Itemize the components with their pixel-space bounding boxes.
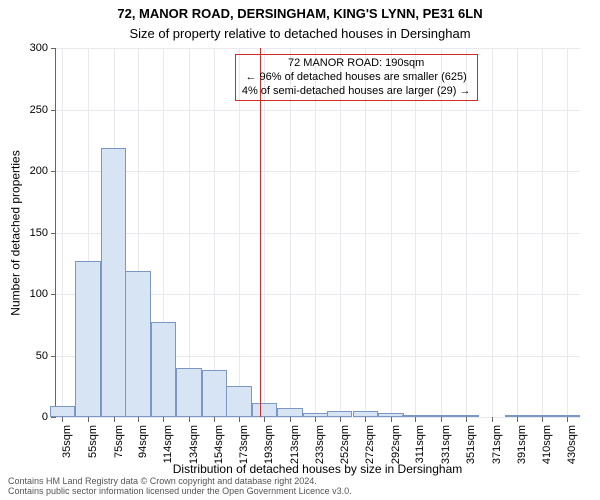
histogram-bar — [101, 148, 127, 417]
x-tick — [138, 417, 139, 422]
y-tick-label: 200 — [8, 165, 48, 177]
footer-line-2: Contains public sector information licen… — [8, 486, 352, 496]
annotation-box: 72 MANOR ROAD: 190sqm← 96% of detached h… — [235, 54, 478, 101]
histogram-bar — [50, 406, 76, 417]
gridline-horizontal — [56, 417, 580, 418]
x-tick — [88, 417, 89, 422]
y-tick-label: 100 — [8, 288, 48, 300]
x-tick — [517, 417, 518, 422]
gridline-horizontal — [56, 110, 580, 111]
gridline-horizontal — [56, 171, 580, 172]
histogram-bar — [303, 413, 329, 417]
x-tick — [290, 417, 291, 422]
gridline-horizontal — [56, 233, 580, 234]
y-tick — [51, 48, 56, 49]
histogram-bar — [529, 415, 555, 417]
x-tick — [214, 417, 215, 422]
histogram-bar — [453, 415, 479, 417]
x-tick — [365, 417, 366, 422]
gridline-vertical — [517, 48, 518, 417]
histogram-bar — [554, 415, 580, 417]
x-tick — [441, 417, 442, 422]
y-tick-label: 250 — [8, 104, 48, 116]
y-tick — [51, 356, 56, 357]
x-tick — [163, 417, 164, 422]
plot-inner: 72 MANOR ROAD: 190sqm← 96% of detached h… — [56, 48, 580, 417]
gridline-vertical — [189, 48, 190, 417]
histogram-bar — [327, 411, 353, 417]
histogram-bar — [202, 370, 228, 417]
x-tick — [62, 417, 63, 422]
x-tick — [391, 417, 392, 422]
gridline-vertical — [542, 48, 543, 417]
histogram-bar — [151, 322, 177, 417]
gridline-vertical — [391, 48, 392, 417]
x-tick — [315, 417, 316, 422]
x-axis-label: Distribution of detached houses by size … — [55, 462, 580, 476]
gridline-vertical — [567, 48, 568, 417]
y-tick — [51, 171, 56, 172]
histogram-bar — [226, 386, 252, 417]
gridline-vertical — [365, 48, 366, 417]
gridline-vertical — [264, 48, 265, 417]
histogram-bar — [277, 408, 303, 417]
gridline-vertical — [340, 48, 341, 417]
y-tick-label: 0 — [8, 411, 48, 423]
plot-area: 72 MANOR ROAD: 190sqm← 96% of detached h… — [55, 48, 580, 418]
x-tick — [239, 417, 240, 422]
chart-title-subtitle: Size of property relative to detached ho… — [0, 26, 600, 41]
histogram-bar — [125, 271, 151, 417]
histogram-bar — [176, 368, 202, 417]
y-tick-label: 50 — [8, 350, 48, 362]
gridline-vertical — [492, 48, 493, 417]
x-tick — [492, 417, 493, 422]
chart-title-address: 72, MANOR ROAD, DERSINGHAM, KING'S LYNN,… — [0, 6, 600, 21]
y-tick — [51, 417, 56, 418]
gridline-vertical — [290, 48, 291, 417]
gridline-vertical — [62, 48, 63, 417]
gridline-vertical — [441, 48, 442, 417]
histogram-bar — [505, 415, 531, 417]
x-tick — [114, 417, 115, 422]
reference-line — [260, 48, 261, 417]
x-tick — [466, 417, 467, 422]
annotation-line: ← 96% of detached houses are smaller (62… — [242, 71, 471, 85]
gridline-vertical — [315, 48, 316, 417]
histogram-bar — [378, 413, 404, 417]
y-tick-label: 150 — [8, 227, 48, 239]
y-tick-label: 300 — [8, 42, 48, 54]
histogram-bar — [402, 415, 428, 417]
annotation-line: 4% of semi-detached houses are larger (2… — [242, 85, 471, 99]
histogram-bar — [428, 415, 454, 417]
x-tick — [264, 417, 265, 422]
gridline-vertical — [415, 48, 416, 417]
y-tick — [51, 233, 56, 234]
x-tick — [189, 417, 190, 422]
y-tick — [51, 110, 56, 111]
x-tick — [542, 417, 543, 422]
footer-line-1: Contains HM Land Registry data © Crown c… — [8, 476, 352, 486]
x-tick — [415, 417, 416, 422]
gridline-horizontal — [56, 48, 580, 49]
x-tick — [340, 417, 341, 422]
histogram-bar — [353, 411, 379, 417]
footer-attribution: Contains HM Land Registry data © Crown c… — [8, 476, 352, 496]
histogram-bar — [75, 261, 101, 417]
histogram-bar — [252, 403, 278, 417]
y-tick — [51, 294, 56, 295]
annotation-line: 72 MANOR ROAD: 190sqm — [242, 57, 471, 71]
gridline-vertical — [466, 48, 467, 417]
gridline-vertical — [214, 48, 215, 417]
chart-container: 72, MANOR ROAD, DERSINGHAM, KING'S LYNN,… — [0, 0, 600, 500]
x-tick — [567, 417, 568, 422]
gridline-vertical — [239, 48, 240, 417]
